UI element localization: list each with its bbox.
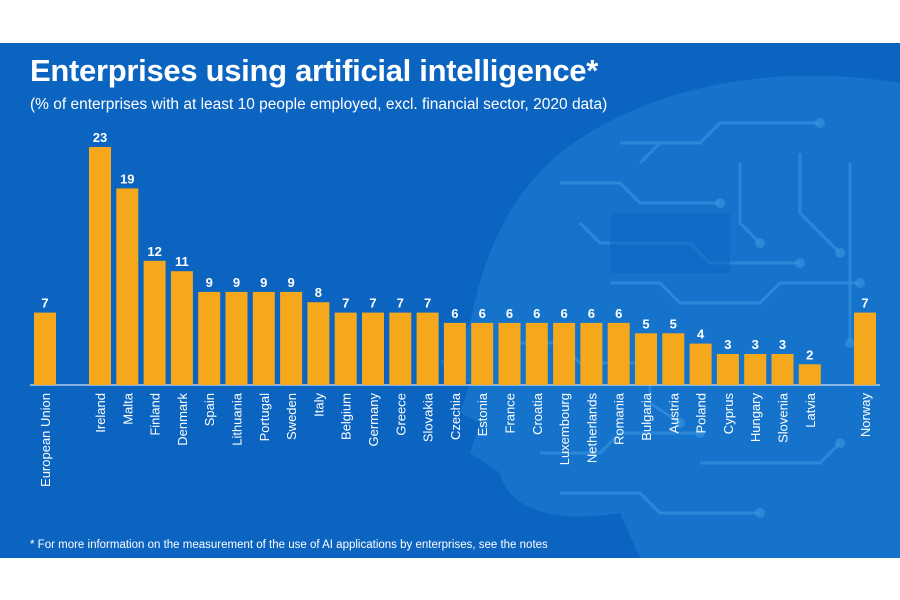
data-label: 3 [752,337,759,352]
category-label: Cyprus [721,393,736,435]
data-label: 7 [342,296,349,311]
bar-lithuania [225,291,248,385]
data-label: 4 [697,327,705,342]
category-label: Denmark [175,393,190,446]
bar-finland [143,260,166,385]
bar-france [498,322,521,385]
bar-denmark [170,271,193,385]
bar-hungary [744,354,767,385]
data-label: 9 [260,275,267,290]
category-label: Lithuania [230,392,245,446]
bar-germany [362,312,384,385]
bar-spain [198,291,221,385]
chart-title: Enterprises using artificial intelligenc… [30,53,598,88]
data-label: 6 [479,306,486,321]
data-label: 2 [806,347,813,362]
data-label: 7 [397,296,404,311]
category-label: Belgium [339,393,354,440]
category-label: Spain [202,393,217,426]
bar-latvia [798,364,821,385]
data-label: 7 [424,296,431,311]
data-label: 9 [287,275,294,290]
category-label: Netherlands [584,393,599,464]
bar-netherlands [580,322,603,385]
category-label: Hungary [748,393,763,443]
category-label: Czechia [448,392,463,440]
category-label: Latvia [803,392,818,427]
data-label: 6 [615,306,622,321]
category-label: Portugal [257,393,272,442]
category-label: Slovenia [776,392,791,443]
data-label: 7 [41,296,48,311]
data-label: 6 [588,306,595,321]
bar-slovakia [416,312,439,385]
bar-estonia [471,322,494,385]
category-label: Norway [858,393,873,438]
data-label: 11 [175,254,189,269]
bar-luxembourg [553,322,576,385]
bar-sweden [280,291,303,385]
category-label: Germany [366,393,381,447]
bar-czechia [443,322,466,385]
chart-subtitle: (% of enterprises with at least 10 peopl… [30,96,608,113]
category-label: Croatia [530,392,545,435]
data-label: 19 [120,171,134,186]
data-label: 5 [670,316,677,331]
bar-italy [307,302,330,385]
category-label: European Union [38,393,53,487]
data-label: 6 [560,306,567,321]
bar-belgium [334,312,357,385]
data-label: 3 [724,337,731,352]
category-label: Austria [666,392,681,433]
data-label: 9 [233,275,240,290]
category-label: Estonia [475,392,490,436]
bar-portugal [252,291,275,385]
category-label: Poland [694,393,709,433]
bar-croatia [525,322,548,385]
bar-norway [854,312,876,385]
category-label: Slovakia [421,392,436,442]
category-label: Sweden [284,393,299,440]
data-label: 5 [642,316,649,331]
data-label: 7 [861,296,868,311]
bar-malta [116,188,139,385]
bar-european-union [34,312,56,385]
data-label: 6 [506,306,513,321]
chart-footnote: * For more information on the measuremen… [30,539,548,551]
bar-ireland [89,147,111,385]
bar-poland [689,343,712,385]
data-label: 8 [315,285,322,300]
category-label: Bulgaria [639,392,654,440]
category-label: Luxembourg [557,393,572,465]
chart-panel: Enterprises using artificial intelligenc… [0,43,900,558]
category-label: Romania [612,392,627,445]
data-label: 12 [147,244,161,259]
category-label: Italy [311,393,326,417]
data-label: 9 [206,275,213,290]
data-label: 3 [779,337,786,352]
bar-cyprus [716,354,739,385]
bar-slovenia [771,354,794,385]
data-label: 23 [93,130,107,145]
category-label: Finland [148,393,163,436]
data-label: 7 [369,296,376,311]
bar-greece [389,312,412,385]
category-label: Malta [120,392,135,425]
category-label: Ireland [93,393,108,433]
category-label: France [503,393,518,433]
bar-bulgaria [635,333,657,385]
bar-romania [607,322,630,385]
data-label: 6 [533,306,540,321]
category-label: Greece [393,393,408,436]
bar-austria [662,333,685,385]
data-label: 6 [451,306,458,321]
